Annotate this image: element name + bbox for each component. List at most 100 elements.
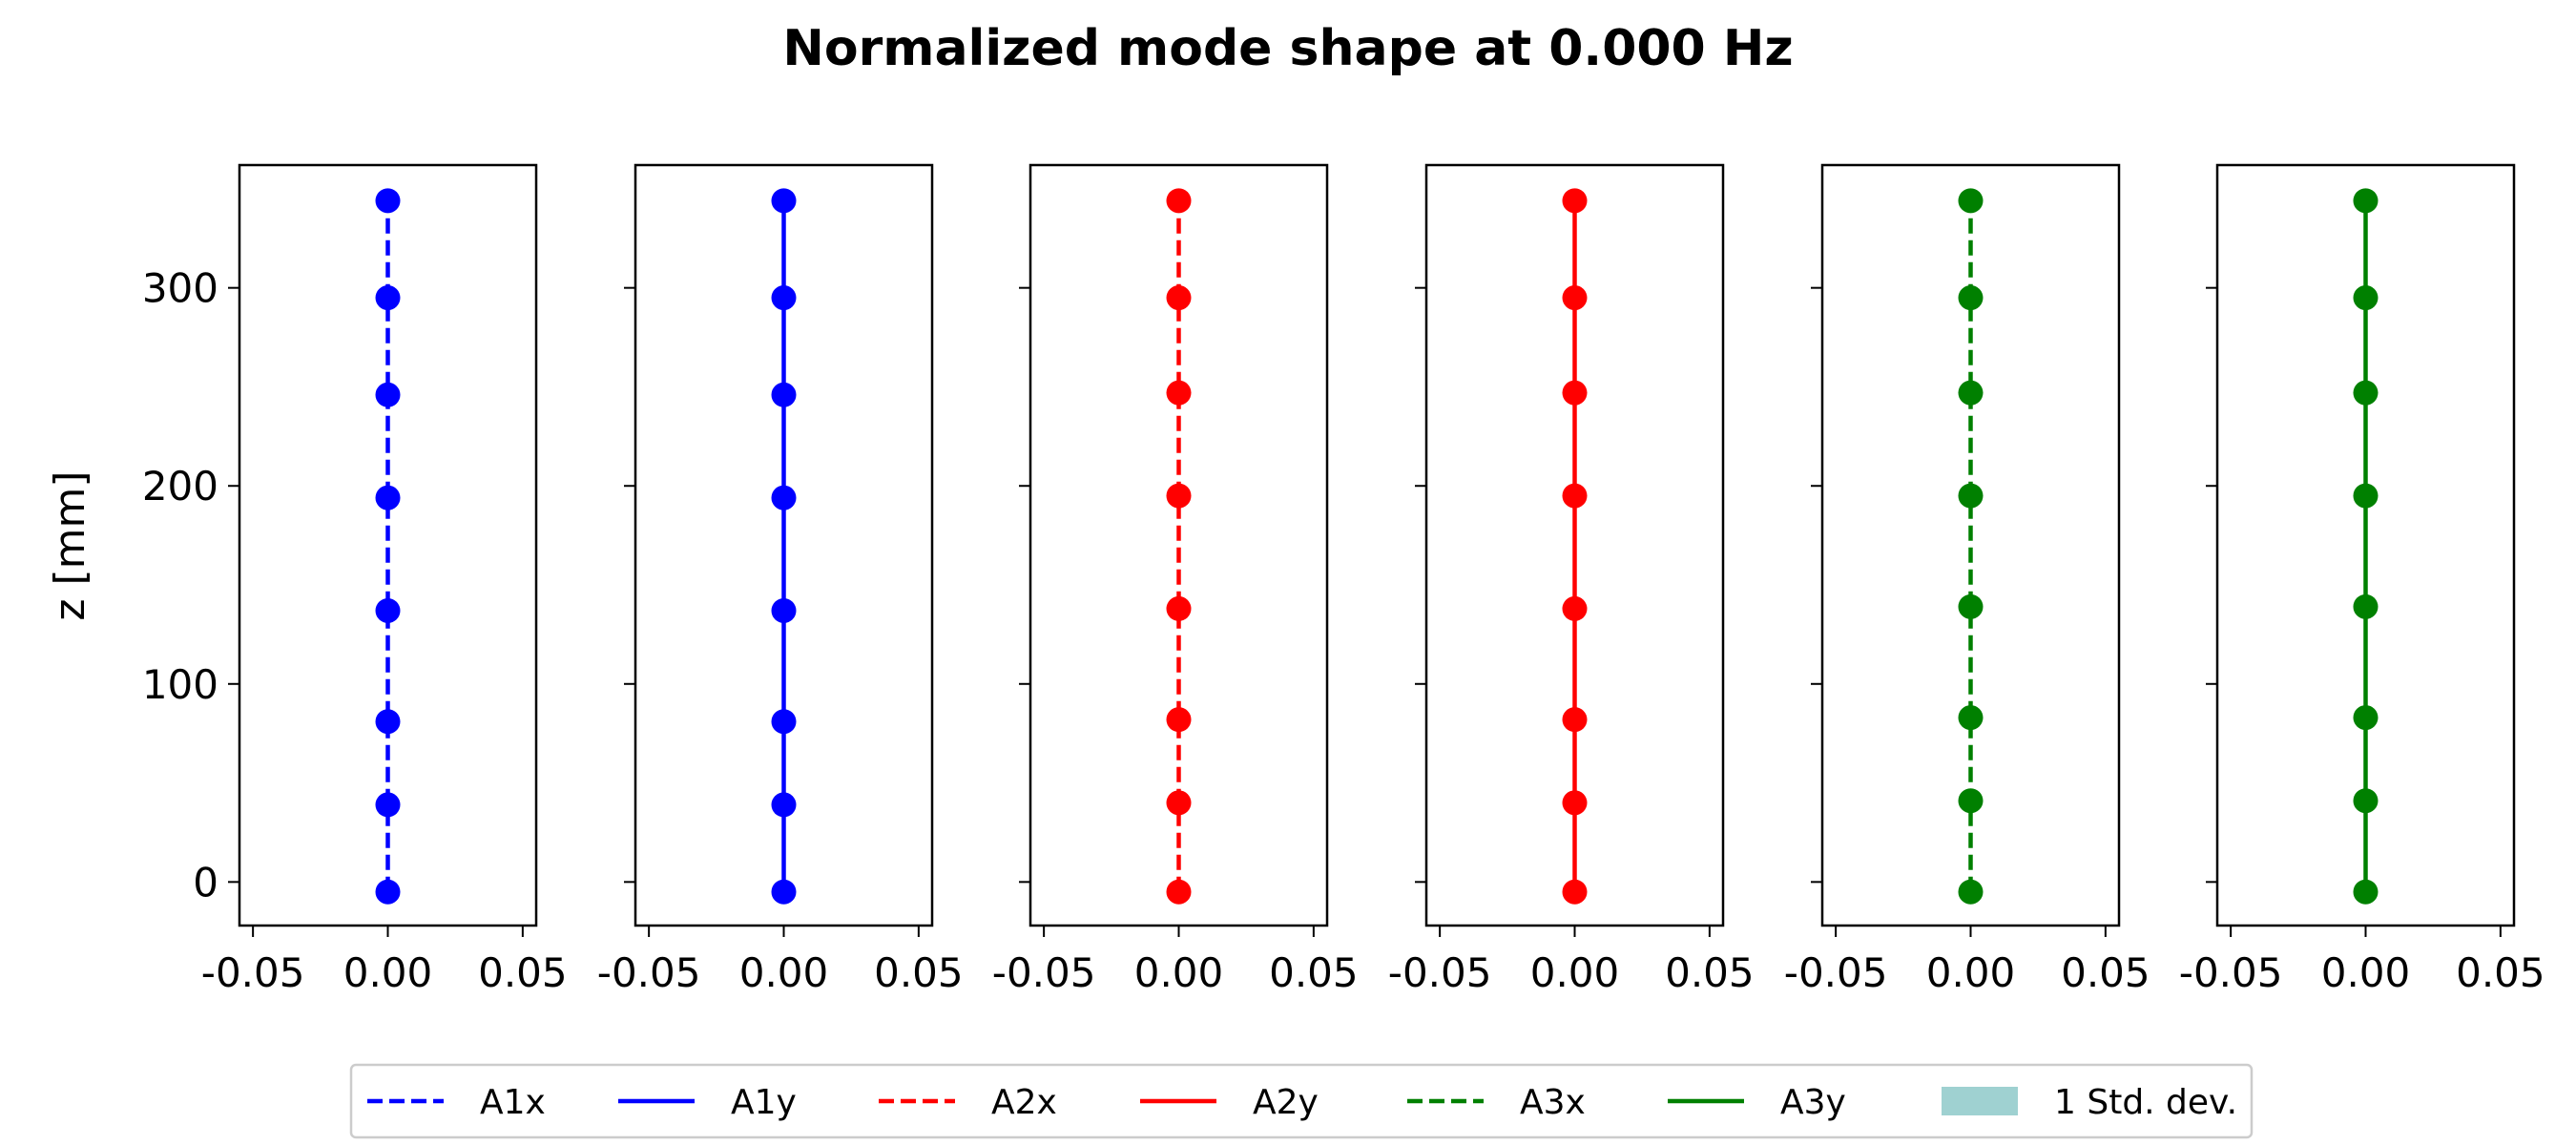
legend-entry-A2y: A2y [1140,1083,1319,1122]
legend-entry-A3y: A3y [1668,1083,1846,1122]
legend-label: 1 Std. dev. [2054,1083,2237,1122]
data-point [2353,285,2379,311]
legend-entry-1 Std. dev.: 1 Std. dev. [1942,1083,2237,1122]
data-point [1958,593,1984,619]
data-point [1958,285,1984,311]
chart-title: Normalized mode shape at 0.000 Hz [782,20,1793,77]
x-tick-label: -0.05 [2179,949,2283,996]
plot-frame [634,163,934,927]
data-point [1166,790,1192,816]
x-tick-label: -0.05 [201,949,305,996]
data-point [1958,705,1984,731]
data-point [1562,188,1588,214]
plot-frame [1820,163,2121,927]
data-point [2353,705,2379,731]
data-point [771,597,797,623]
data-point [771,879,797,905]
data-point [1562,595,1588,621]
legend-entry-A1y: A1y [618,1083,797,1122]
data-point [1562,879,1588,905]
data-point [2353,788,2379,814]
x-tick-label: 0.05 [2061,949,2150,996]
data-point [2353,188,2379,214]
data-point [1562,483,1588,509]
y-tick-label: 300 [142,265,218,312]
y-tick-label: 0 [193,859,218,906]
x-tick-label: 0.05 [874,949,964,996]
x-tick-label: 0.05 [478,949,568,996]
plot-frame [1028,163,1329,927]
data-point [771,485,797,510]
legend-label: A2x [991,1083,1057,1122]
x-tick-label: 0.00 [2321,949,2411,996]
data-point [771,709,797,735]
plot-frame [238,163,538,927]
x-tick-label: -0.05 [992,949,1096,996]
legend-entry-A2x: A2x [879,1083,1057,1122]
subplot-A1x: 0 100 200 300 -0.05 0.00 0.05 [142,163,568,996]
legend-label: A1x [480,1083,546,1122]
data-point [1166,707,1192,733]
data-point [2353,483,2379,509]
x-tick-label: -0.05 [1784,949,1888,996]
data-point [375,709,401,735]
subplot-A3x: -0.05 0.00 0.05 [1784,163,2150,996]
x-tick-label: 0.00 [1530,949,1620,996]
y-tick-label: 100 [142,661,218,708]
data-point [1166,483,1192,509]
x-tick-label: 0.05 [1665,949,1755,996]
x-tick-label: -0.05 [1388,949,1492,996]
legend-entry-A3x: A3x [1407,1083,1586,1122]
data-point [771,792,797,818]
x-tick-label: 0.00 [1926,949,2016,996]
data-point [1166,285,1192,311]
data-point [771,285,797,311]
legend-patch [1942,1087,2018,1115]
x-tick-label: 0.05 [2456,949,2545,996]
data-point [771,188,797,214]
x-tick-label: 0.00 [343,949,433,996]
legend-label: A1y [731,1083,797,1122]
data-point [1958,483,1984,509]
data-point [1562,380,1588,406]
data-point [375,188,401,214]
legend: A1x A1y A2x A2y A3x A3y 1 Std. dev. [349,1063,2254,1139]
legend-frame [349,1063,2254,1139]
subplot-A1y: -0.05 0.00 0.05 [597,163,964,996]
data-point [1166,188,1192,214]
data-point [375,792,401,818]
y-axis-label: z [mm] [46,470,94,620]
plot-frame [1424,163,1725,927]
data-point [375,879,401,905]
data-point [1958,879,1984,905]
legend-label: A3x [1520,1083,1586,1122]
subplot-A2y: -0.05 0.00 0.05 [1388,163,1755,996]
data-point [375,485,401,510]
data-point [2353,879,2379,905]
x-tick-label: -0.05 [597,949,701,996]
x-tick-label: 0.00 [739,949,829,996]
data-point [1166,879,1192,905]
data-point [1166,380,1192,406]
y-tick-label: 200 [142,463,218,510]
data-point [375,285,401,311]
subplot-A2x: -0.05 0.00 0.05 [992,163,1359,996]
data-point [1562,285,1588,311]
data-point [2353,380,2379,406]
subplot-A3y: -0.05 0.00 0.05 [2179,163,2545,996]
data-point [1958,788,1984,814]
data-point [1562,790,1588,816]
data-point [2353,593,2379,619]
data-point [771,382,797,407]
x-tick-label: 0.00 [1134,949,1224,996]
data-point [1562,707,1588,733]
data-point [1958,188,1984,214]
data-point [1958,380,1984,406]
data-point [375,382,401,407]
legend-label: A2y [1253,1083,1319,1122]
data-point [375,597,401,623]
legend-label: A3y [1780,1083,1846,1122]
legend-entry-A1x: A1x [367,1083,546,1122]
